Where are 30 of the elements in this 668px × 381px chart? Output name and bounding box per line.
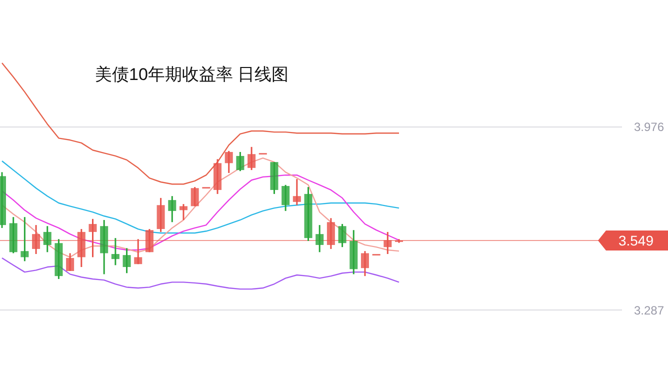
candlestick [111, 237, 120, 266]
line-series [1, 160, 400, 234]
candlestick [236, 151, 244, 172]
candlestick [292, 178, 301, 206]
ref-line-label: 3.549 [618, 232, 654, 248]
y-tick-label: 3.976 [634, 120, 664, 134]
candlestick [360, 250, 369, 277]
candlestick [43, 225, 52, 253]
text: 美债10年期收益率 日线图 [95, 65, 289, 84]
y-tick-label: 3.287 [634, 303, 664, 318]
candlestick [316, 224, 324, 253]
candlestick [248, 146, 256, 171]
candlestick [190, 186, 199, 207]
candlestick [224, 150, 233, 174]
candlestick [134, 238, 142, 265]
candlestick [179, 203, 188, 221]
candlestick [338, 223, 346, 248]
line-series [1, 257, 400, 290]
candlestick [88, 218, 97, 258]
candlestick [32, 224, 40, 255]
candlestick [326, 217, 335, 250]
candlestick [384, 231, 392, 255]
candlestick [145, 228, 154, 253]
candlestick [168, 195, 176, 223]
candlestick [20, 216, 29, 262]
line-series [1, 62, 400, 185]
candlestick [282, 184, 290, 212]
candlestick [122, 247, 131, 274]
candlestick [156, 197, 165, 233]
candlestick [66, 252, 74, 272]
